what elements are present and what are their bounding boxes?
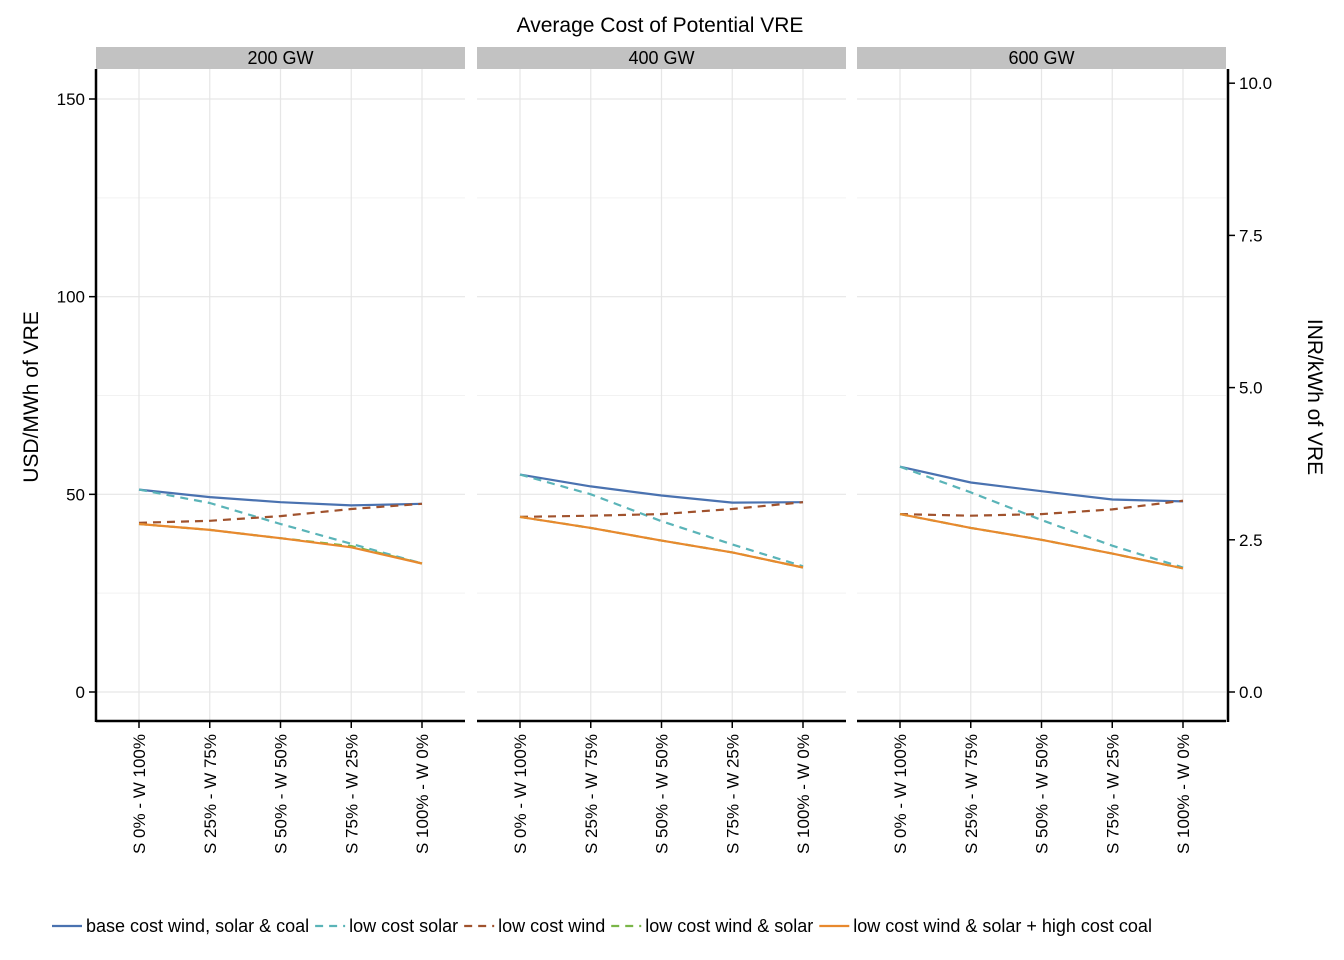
- legend-item: low cost solar: [315, 916, 458, 936]
- right-y-tick-label: 5.0: [1239, 379, 1263, 398]
- x-tick-label: S 50% - W 50%: [272, 734, 291, 854]
- x-tick-label: S 75% - W 25%: [1103, 734, 1122, 854]
- series-line: [138, 522, 423, 565]
- series-line: [519, 501, 804, 518]
- panel-strip: [857, 47, 1226, 69]
- x-tick-label: S 0% - W 100%: [891, 734, 910, 854]
- x-tick-label: S 50% - W 50%: [653, 734, 672, 854]
- series-line: [138, 488, 423, 507]
- y-tick-label: 100: [57, 288, 85, 307]
- series-line: [899, 513, 1184, 570]
- series-line: [899, 465, 1184, 503]
- left-y-axis: 0 50 100 150: [57, 69, 98, 722]
- legend-item: base cost wind, solar & coal: [52, 916, 309, 936]
- series-line: [519, 473, 804, 504]
- legend-label: low cost wind & solar + high cost coal: [853, 916, 1152, 936]
- y-tick-label: 50: [66, 485, 85, 504]
- right-y-tick-label: 2.5: [1239, 531, 1263, 550]
- series-line: [519, 515, 804, 569]
- panel-strip: [477, 47, 846, 69]
- right-y-axis: 0.0 2.5 5.0 7.5 10.0: [1226, 69, 1272, 722]
- x-tick-label: S 25% - W 75%: [201, 734, 220, 854]
- panel-strip-label: 600 GW: [1008, 48, 1074, 68]
- x-tick-label: S 75% - W 25%: [723, 734, 742, 854]
- panel-strip-label: 400 GW: [628, 48, 694, 68]
- legend-label: low cost wind & solar: [645, 916, 813, 936]
- x-tick-label: S 100% - W 0%: [794, 734, 813, 854]
- right-y-tick-label: 7.5: [1239, 226, 1263, 245]
- series-line: [899, 499, 1184, 517]
- panel-strip-label: 200 GW: [247, 48, 313, 68]
- x-tick-label: S 100% - W 0%: [413, 734, 432, 854]
- panel-2: 600 GW S 0% - W 100% S 25% - W 75% S 50% - …: [857, 47, 1226, 854]
- panel-strip: [96, 47, 465, 69]
- chart-legend: base cost wind, solar & coal low cost sol…: [52, 916, 1152, 936]
- panel-0: 200 GW S 0% - W 100% S 25% - W 75% S 50% - …: [96, 47, 465, 854]
- series-line: [519, 473, 804, 568]
- x-tick-label: S 25% - W 75%: [962, 734, 981, 854]
- chart-panels: 200 GW S 0% - W 100% S 25% - W 75% S 50% - …: [96, 47, 1226, 854]
- chart-title: Average Cost of Potential VRE: [517, 14, 804, 37]
- legend-item: low cost wind & solar + high cost coal: [819, 916, 1152, 936]
- legend-item: low cost wind & solar: [611, 916, 813, 936]
- right-y-tick-label: 0.0: [1239, 683, 1263, 702]
- x-tick-label: S 25% - W 75%: [582, 734, 601, 854]
- legend-item: low cost wind: [464, 916, 605, 936]
- right-y-axis-title: INR/kWh of VRE: [1303, 319, 1326, 475]
- legend-label: base cost wind, solar & coal: [86, 916, 309, 936]
- left-y-axis-title: USD/MWh of VRE: [20, 311, 43, 483]
- series-line: [138, 502, 423, 524]
- legend-label: low cost solar: [349, 916, 458, 936]
- series-line: [138, 488, 423, 565]
- x-tick-label: S 75% - W 25%: [342, 734, 361, 854]
- x-tick-label: S 0% - W 100%: [130, 734, 149, 854]
- x-tick-label: S 50% - W 50%: [1033, 734, 1052, 854]
- panel-1: 400 GW S 0% - W 100% S 25% - W 75% S 50% - …: [477, 47, 846, 854]
- y-tick-label: 150: [57, 90, 85, 109]
- x-tick-label: S 0% - W 100%: [511, 734, 530, 854]
- x-tick-label: S 100% - W 0%: [1174, 734, 1193, 854]
- y-tick-label: 0: [76, 683, 85, 702]
- legend-label: low cost wind: [498, 916, 605, 936]
- right-y-tick-label: 10.0: [1239, 74, 1272, 93]
